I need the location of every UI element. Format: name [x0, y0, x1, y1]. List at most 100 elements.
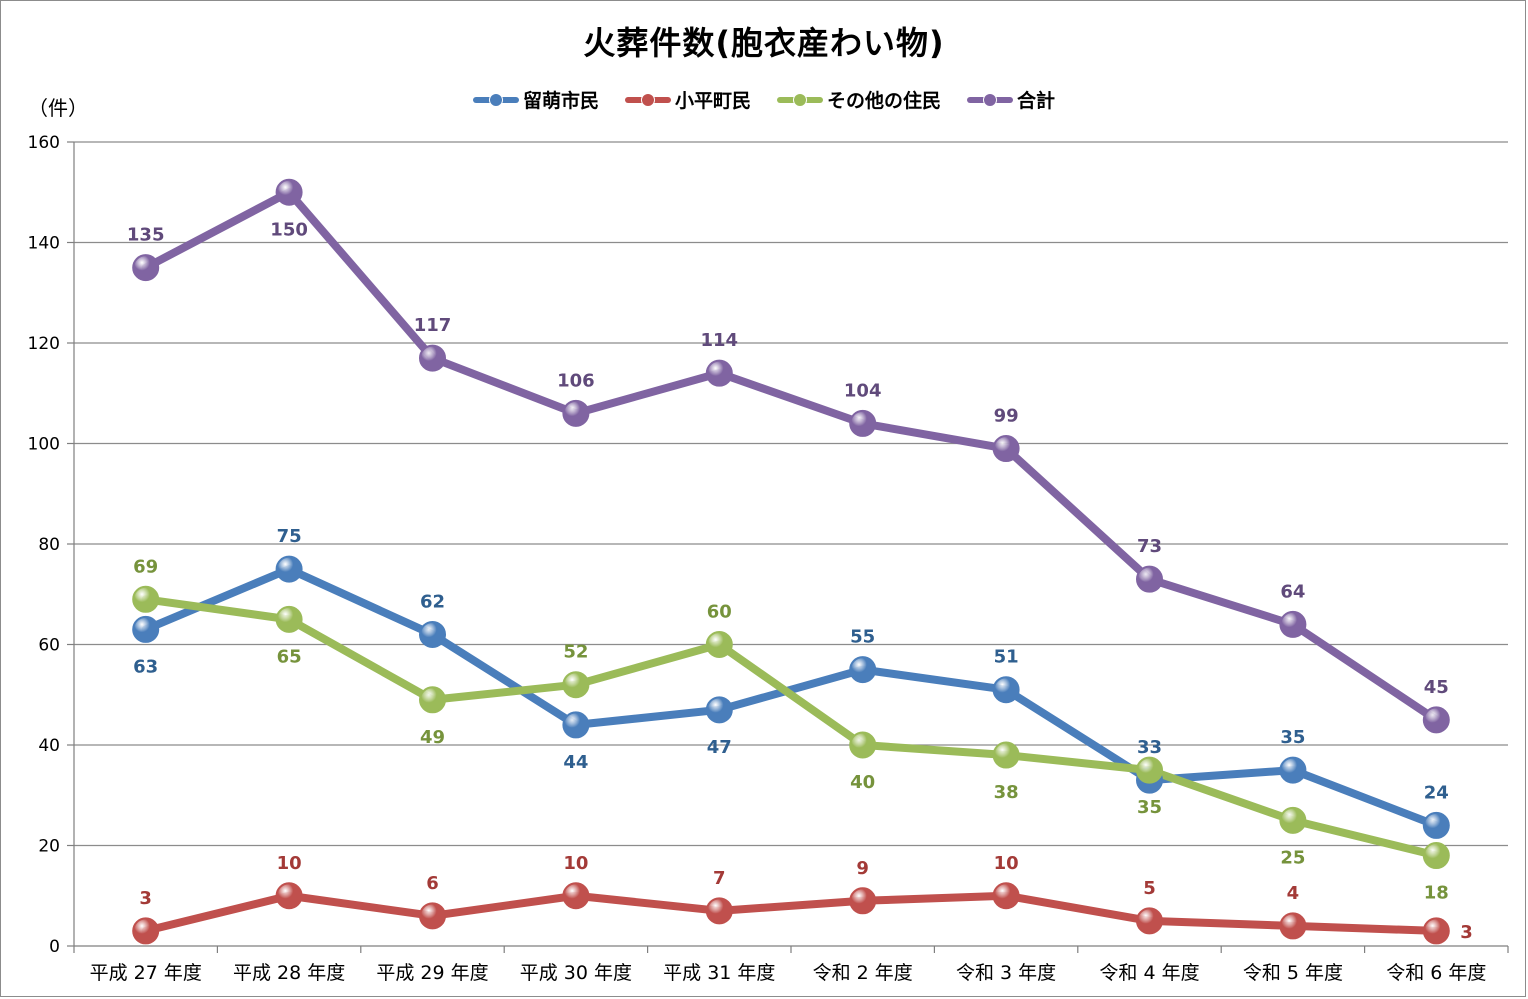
data-label-2: 60: [707, 602, 732, 623]
x-tick-label: 令和 3 年度: [956, 962, 1056, 984]
data-label-0: 35: [1280, 727, 1305, 748]
series-line-1: [141, 891, 1441, 935]
data-point-0: [849, 656, 877, 684]
data-point-2: [705, 631, 733, 658]
legend-item-other: その他の住民: [777, 86, 941, 113]
data-point-1: [849, 887, 877, 915]
data-label-3: 150: [270, 219, 308, 240]
data-point-2: [275, 605, 303, 633]
series-line-2: [141, 595, 1441, 860]
x-tick-label: 令和 4 年度: [1099, 962, 1199, 984]
data-point-3: [705, 359, 733, 387]
x-tick-label: 平成 31 年度: [663, 962, 775, 984]
data-label-0: 24: [1424, 782, 1449, 803]
y-tick-label: 20: [38, 837, 60, 857]
data-label-3: 64: [1280, 581, 1305, 602]
legend-marker: [793, 92, 807, 107]
data-point-3: [1136, 565, 1163, 593]
data-point-3: [419, 344, 446, 372]
y-axis-unit-label: （件）: [28, 96, 88, 120]
data-label-3: 114: [701, 330, 739, 351]
data-point-3: [1422, 706, 1450, 734]
data-label-2: 25: [1280, 847, 1305, 868]
data-point-0: [275, 555, 303, 583]
data-point-3: [562, 399, 590, 427]
data-point-0: [132, 615, 160, 643]
data-label-0: 63: [133, 656, 158, 677]
data-label-0: 33: [1137, 737, 1162, 758]
data-label-1: 7: [713, 868, 726, 889]
data-label-3: 73: [1137, 536, 1162, 557]
data-label-2: 18: [1424, 883, 1449, 904]
data-point-0: [1279, 756, 1307, 784]
legend-swatch-3: [967, 92, 1014, 107]
data-label-1: 9: [856, 858, 869, 879]
y-tick-label: 80: [38, 535, 60, 555]
data-point-1: [419, 902, 446, 930]
data-label-0: 47: [707, 737, 732, 758]
data-label-3: 45: [1424, 677, 1449, 698]
data-point-2: [419, 686, 446, 714]
data-point-1: [992, 882, 1020, 910]
x-tick-label: 平成 30 年度: [520, 962, 632, 984]
data-label-2: 52: [563, 642, 588, 663]
data-label-0: 44: [563, 752, 588, 773]
legend-marker: [983, 92, 998, 107]
legend-swatch-1: [624, 92, 671, 107]
data-point-1: [1422, 917, 1450, 945]
data-point-0: [992, 676, 1020, 704]
legend-swatch-2: [777, 92, 823, 107]
data-point-2: [1136, 756, 1163, 784]
data-point-3: [1279, 610, 1307, 638]
y-tick-label: 120: [28, 334, 60, 354]
data-label-2: 65: [277, 646, 302, 667]
data-point-2: [1422, 842, 1450, 870]
data-point-3: [849, 409, 877, 437]
data-label-2: 40: [850, 772, 875, 793]
x-tick-label: 平成 28 年度: [233, 962, 345, 984]
data-label-2: 49: [420, 727, 445, 748]
data-point-2: [849, 731, 877, 759]
data-point-1: [562, 882, 590, 910]
y-tick-label: 140: [28, 234, 60, 254]
data-label-0: 51: [994, 647, 1019, 668]
data-label-1: 6: [426, 873, 439, 894]
data-label-3: 117: [414, 315, 452, 336]
data-point-3: [132, 254, 160, 282]
series-line-3: [141, 188, 1441, 724]
data-point-3: [275, 178, 303, 206]
y-tick-label: 160: [28, 133, 60, 153]
series-line-0: [141, 565, 1441, 830]
data-label-3: 99: [994, 406, 1019, 427]
data-point-2: [1279, 806, 1307, 834]
data-point-1: [132, 917, 160, 945]
data-label-3: 106: [557, 370, 595, 391]
legend-label: 合計: [1017, 90, 1056, 112]
data-point-1: [275, 882, 303, 910]
data-point-2: [562, 671, 590, 699]
data-point-0: [705, 696, 733, 724]
y-tick-label: 0: [49, 937, 60, 957]
data-label-3: 104: [844, 380, 882, 401]
chart-legend: 留萌市民 小平町民 その他の住民 合計: [0, 86, 1528, 113]
data-label-0: 75: [277, 526, 302, 547]
x-tick-label: 平成 27 年度: [90, 962, 202, 984]
x-tick-label: 平成 29 年度: [376, 962, 488, 984]
y-tick-label: 40: [38, 736, 60, 756]
data-label-1: 10: [277, 853, 302, 874]
data-label-1: 3: [139, 888, 152, 909]
x-tick-label: 令和 2 年度: [813, 962, 913, 984]
data-point-1: [705, 897, 733, 925]
x-tick-label: 令和 5 年度: [1243, 962, 1343, 984]
data-point-0: [419, 620, 446, 648]
legend-item-total: 合計: [967, 86, 1055, 113]
data-point-2: [132, 585, 160, 613]
data-label-1: 10: [563, 853, 588, 874]
x-tick-label: 令和 6 年度: [1386, 962, 1486, 984]
legend-marker: [488, 92, 503, 107]
data-label-1: 10: [994, 853, 1019, 874]
data-label-0: 62: [420, 591, 445, 612]
data-label-3: 135: [127, 225, 165, 246]
y-tick-label: 60: [38, 636, 60, 656]
